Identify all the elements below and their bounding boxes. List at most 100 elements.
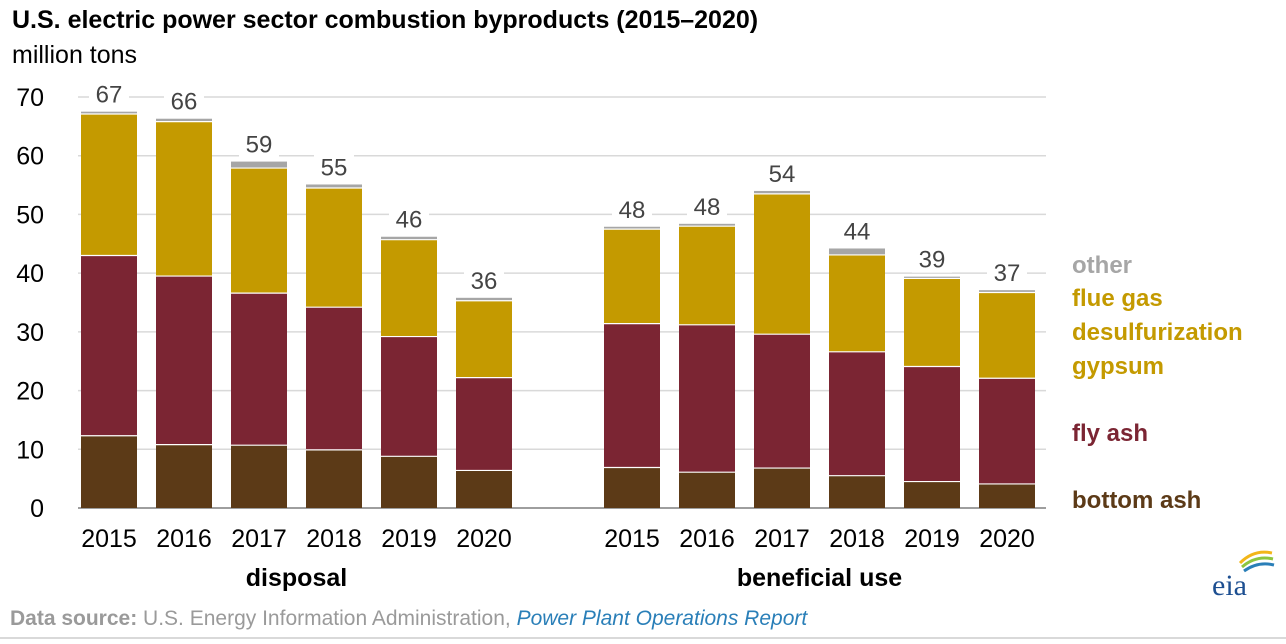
x-tick-beneficial-use-2018: 2018 bbox=[829, 525, 885, 553]
x-tick-disposal-2017: 2017 bbox=[231, 525, 287, 553]
bar-beneficial-use-2016-other bbox=[679, 223, 735, 227]
bar-beneficial-use-2018-fly bbox=[829, 351, 885, 476]
total-label-bg-beneficial-use-2019 bbox=[912, 245, 952, 273]
bar-beneficial-use-2020-flue bbox=[979, 292, 1035, 379]
bar-disposal-2018-bottom bbox=[306, 449, 362, 508]
bar-beneficial-use-2019-flue bbox=[904, 278, 960, 367]
y-axis-unit-label: million tons bbox=[12, 41, 138, 69]
bar-disposal-2015-fly bbox=[81, 255, 137, 436]
bar-beneficial-use-2018-bottom bbox=[829, 475, 885, 508]
y-tick-70: 70 bbox=[16, 84, 44, 112]
x-tick-beneficial-use-2016: 2016 bbox=[679, 525, 735, 553]
bar-disposal-2017-bottom bbox=[231, 445, 287, 508]
bar-disposal-2020-flue bbox=[456, 300, 512, 378]
bar-disposal-2020-other bbox=[456, 297, 512, 301]
bar-disposal-2017-fly bbox=[231, 293, 287, 446]
x-tick-disposal-2016: 2016 bbox=[156, 525, 212, 553]
total-label-beneficial-use-2020: 37 bbox=[994, 260, 1021, 287]
x-tick-beneficial-use-2019: 2019 bbox=[904, 525, 960, 553]
x-tick-beneficial-use-2017: 2017 bbox=[754, 525, 810, 553]
y-tick-30: 30 bbox=[16, 319, 44, 347]
total-label-bg-disposal-2017 bbox=[239, 130, 279, 158]
total-label-beneficial-use-2018: 44 bbox=[844, 218, 871, 245]
bar-beneficial-use-2017-bottom bbox=[754, 468, 810, 508]
bar-disposal-2015-flue bbox=[81, 114, 137, 256]
bar-beneficial-use-2016-flue bbox=[679, 226, 735, 325]
x-tick-disposal-2018: 2018 bbox=[306, 525, 362, 553]
bar-disposal-2018-other bbox=[306, 184, 362, 189]
bar-disposal-2016-fly bbox=[156, 276, 212, 445]
chart-title: U.S. electric power sector combustion by… bbox=[12, 6, 759, 34]
bar-beneficial-use-2015-bottom bbox=[604, 467, 660, 508]
total-label-beneficial-use-2017: 54 bbox=[769, 161, 796, 188]
total-label-bg-beneficial-use-2016 bbox=[687, 192, 727, 220]
bar-disposal-2019-fly bbox=[381, 336, 437, 457]
bar-disposal-2018-fly bbox=[306, 307, 362, 450]
y-tick-0: 0 bbox=[30, 495, 44, 523]
total-label-bg-beneficial-use-2018 bbox=[837, 217, 877, 245]
bar-disposal-2018-flue bbox=[306, 188, 362, 308]
bar-disposal-2016-flue bbox=[156, 121, 212, 277]
legend-item-other: other bbox=[1072, 252, 1132, 279]
x-tick-beneficial-use-2015: 2015 bbox=[604, 525, 660, 553]
eia-sunrise-icon bbox=[1238, 550, 1275, 573]
legend-item-bottom-ash: bottom ash bbox=[1072, 487, 1202, 514]
bar-beneficial-use-2019-fly bbox=[904, 366, 960, 482]
total-label-disposal-2016: 66 bbox=[171, 89, 198, 116]
bar-disposal-2015-bottom bbox=[81, 435, 137, 508]
bar-beneficial-use-2017-flue bbox=[754, 193, 810, 335]
group-label-disposal: disposal bbox=[246, 564, 347, 592]
total-label-bg-disposal-2018 bbox=[314, 153, 354, 181]
bar-disposal-2017-flue bbox=[231, 168, 287, 294]
bar-beneficial-use-2019-bottom bbox=[904, 481, 960, 508]
bar-beneficial-use-2020-bottom bbox=[979, 483, 1035, 508]
total-label-disposal-2017: 59 bbox=[246, 132, 273, 159]
bar-beneficial-use-2015-flue bbox=[604, 229, 660, 324]
bar-beneficial-use-2016-fly bbox=[679, 324, 735, 473]
total-label-bg-disposal-2019 bbox=[389, 205, 429, 233]
bar-disposal-2019-other bbox=[381, 236, 437, 240]
bar-disposal-2020-fly bbox=[456, 377, 512, 471]
bar-beneficial-use-2015-other bbox=[604, 226, 660, 230]
bar-disposal-2015-other bbox=[81, 111, 137, 115]
y-tick-60: 60 bbox=[16, 143, 44, 171]
eia-logo-text: eia bbox=[1212, 569, 1247, 602]
y-tick-20: 20 bbox=[16, 378, 44, 406]
y-tick-10: 10 bbox=[16, 436, 44, 464]
x-tick-disposal-2015: 2015 bbox=[81, 525, 137, 553]
source-label: Data source: bbox=[10, 607, 138, 630]
total-label-beneficial-use-2019: 39 bbox=[919, 247, 946, 274]
bottom-divider bbox=[0, 637, 1286, 639]
total-label-bg-beneficial-use-2015 bbox=[612, 195, 652, 223]
bar-beneficial-use-2018-other bbox=[829, 248, 885, 255]
total-label-beneficial-use-2015: 48 bbox=[619, 197, 646, 224]
y-tick-50: 50 bbox=[16, 201, 44, 229]
stacked-bar-chart: 0 10 20 30 40 50 60 70 67 2015 66 2016 59 2017 55 2018 4… bbox=[16, 80, 1046, 592]
total-label-bg-disposal-2015 bbox=[89, 80, 129, 108]
data-source-note: Data source: U.S. Energy Information Adm… bbox=[10, 607, 807, 631]
bar-disposal-2016-other bbox=[156, 118, 212, 122]
bar-disposal-2019-flue bbox=[381, 239, 437, 337]
bar-disposal-2017-other bbox=[231, 161, 287, 169]
legend-item-fgd-line3: gypsum bbox=[1072, 353, 1165, 380]
bar-beneficial-use-2017-fly bbox=[754, 334, 810, 469]
bar-beneficial-use-2019-other bbox=[904, 276, 960, 279]
total-label-bg-disposal-2016 bbox=[164, 87, 204, 115]
source-link[interactable]: Power Plant Operations Report bbox=[516, 607, 808, 630]
source-text: U.S. Energy Information Administration, bbox=[137, 607, 517, 630]
bar-disposal-2016-bottom bbox=[156, 444, 212, 508]
bar-beneficial-use-2016-bottom bbox=[679, 472, 735, 508]
group-label-beneficial-use: beneficial use bbox=[737, 564, 902, 592]
bar-beneficial-use-2018-flue bbox=[829, 254, 885, 352]
bar-beneficial-use-2015-fly bbox=[604, 323, 660, 468]
bar-disposal-2019-bottom bbox=[381, 456, 437, 508]
total-label-bg-beneficial-use-2017 bbox=[762, 159, 802, 187]
total-label-disposal-2018: 55 bbox=[321, 154, 348, 181]
x-tick-disposal-2020: 2020 bbox=[456, 525, 512, 553]
total-label-disposal-2020: 36 bbox=[471, 268, 498, 295]
total-label-beneficial-use-2016: 48 bbox=[694, 194, 721, 221]
legend-item-fgd-line1: flue gas bbox=[1072, 285, 1163, 312]
legend-item-fgd-line2: desulfurization bbox=[1072, 319, 1243, 346]
y-tick-40: 40 bbox=[16, 260, 44, 288]
bar-disposal-2020-bottom bbox=[456, 470, 512, 508]
